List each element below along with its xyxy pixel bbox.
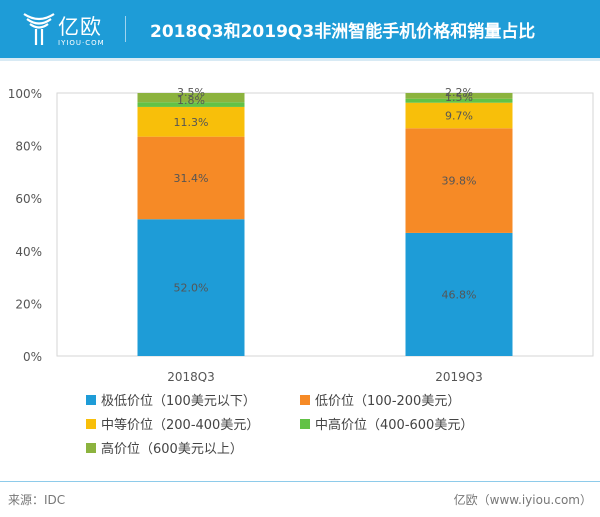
legend-label: 中等价位（200-400美元）: [101, 418, 260, 433]
data-label: 1.8%: [177, 94, 205, 107]
legend-item: 低价位（100-200美元）: [300, 390, 460, 409]
bar-segment: [137, 219, 245, 356]
y-tick-label: 40%: [15, 245, 42, 259]
data-label: 31.4%: [174, 172, 209, 185]
y-tick-label: 100%: [8, 87, 42, 101]
header-shadow: [0, 58, 600, 61]
legend-swatch: [86, 418, 96, 429]
brand-note: 亿欧（www.iyiou.com）: [453, 493, 592, 507]
bar-segment: [405, 93, 513, 99]
legend-swatch: [86, 394, 96, 405]
legend-label: 极低价位（100美元以下）: [101, 394, 256, 409]
bar-segment: [405, 128, 513, 233]
legend-label: 高价位（600美元以上）: [101, 442, 243, 457]
y-tick-label: 60%: [15, 192, 42, 206]
bar-segment: [137, 93, 245, 103]
data-label: 52.0%: [174, 282, 209, 295]
footer-divider: [0, 481, 600, 482]
data-label: 3.5%: [177, 86, 205, 99]
legend-swatch: [300, 394, 310, 405]
data-label: 2.2%: [445, 86, 473, 99]
data-label: 1.5%: [445, 91, 473, 104]
bar-segment: [137, 136, 245, 220]
logo-subtext: IYIOU·COM: [58, 39, 105, 47]
bar-segment: [405, 232, 513, 356]
bar-segment: [137, 102, 245, 107]
legend-label: 低价位（100-200美元）: [315, 394, 461, 409]
legend-label: 中高价位（400-600美元）: [315, 418, 474, 433]
x-tick-label: 2019Q3: [435, 370, 483, 382]
data-label: 11.3%: [174, 116, 209, 129]
logo-text: 亿欧: [58, 15, 102, 39]
bar-segment: [405, 102, 513, 129]
x-tick-label: 2018Q3: [167, 370, 215, 382]
data-label: 46.8%: [442, 288, 477, 301]
bar-segment: [405, 98, 513, 103]
source-note: 来源：IDC: [8, 493, 66, 507]
header-banner: 亿欧 IYIOU·COM 2018Q3和2019Q3非洲智能手机价格和销量占比: [0, 0, 600, 58]
chart-title: 2018Q3和2019Q3非洲智能手机价格和销量占比: [150, 22, 536, 42]
y-tick-label: 80%: [15, 140, 42, 154]
bar-segment: [137, 106, 245, 137]
yiou-logo-icon: [23, 13, 55, 45]
data-label: 9.7%: [445, 109, 473, 122]
header-divider: [125, 16, 126, 42]
legend-swatch: [300, 418, 310, 429]
plot-area-border: [56, 92, 594, 357]
legend-item: 极低价位（100美元以下）: [86, 390, 256, 409]
stacked-bar-chart: 0% 20% 40% 60% 80% 100% 52.0% 31.4% 11.3% 1.8%3.5…: [8, 86, 594, 382]
y-tick-label: 0%: [23, 350, 42, 364]
data-label: 39.8%: [442, 175, 477, 188]
legend-swatch: [86, 442, 96, 453]
legend-item: 高价位（600美元以上）: [86, 438, 243, 457]
legend-item: 中高价位（400-600美元）: [300, 414, 473, 433]
legend-item: 中等价位（200-400美元）: [86, 414, 259, 433]
y-tick-label: 20%: [15, 297, 42, 311]
